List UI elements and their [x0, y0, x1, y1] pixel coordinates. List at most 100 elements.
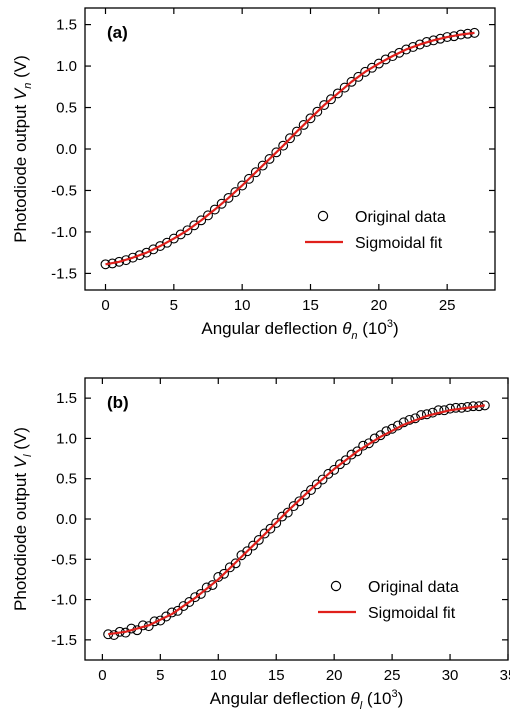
data-point — [326, 94, 336, 105]
data-point — [271, 518, 282, 528]
data-point — [291, 126, 302, 137]
data-point — [298, 119, 309, 130]
y-tick-label: 1.0 — [56, 430, 77, 447]
x-tick-label: 5 — [156, 667, 164, 684]
y-tick-label: -1.5 — [51, 632, 77, 649]
data-point — [257, 160, 268, 171]
data-point — [363, 438, 374, 449]
y-axis-label-unit: (V) — [11, 427, 30, 454]
panel-label: (a) — [107, 23, 128, 42]
y-tick-label: 0.5 — [56, 471, 77, 488]
x-axis-label-superscript: 3 — [392, 688, 398, 700]
data-point — [346, 76, 357, 87]
x-axis-label: Angular deflection θn (103) — [201, 318, 398, 342]
data-point — [339, 82, 350, 93]
x-tick-label: 10 — [234, 297, 251, 314]
y-axis-label-text: Photodiode output — [11, 468, 30, 611]
data-point — [253, 534, 264, 545]
x-tick-label: 30 — [442, 667, 459, 684]
data-point — [209, 204, 220, 215]
data-point — [248, 540, 258, 551]
x-axis-label-unit-close: ) — [393, 319, 399, 338]
data-point — [216, 198, 227, 209]
data-point — [288, 501, 299, 512]
data-point — [265, 523, 276, 534]
x-axis-label-unit: (10 — [358, 319, 387, 338]
x-axis-label-subscript: l — [360, 700, 363, 712]
x-tick-label: 25 — [439, 297, 456, 314]
data-point — [305, 113, 316, 124]
data-point — [196, 215, 207, 226]
data-point — [264, 154, 275, 164]
data-point — [189, 220, 200, 231]
x-axis-label-text: Angular deflection — [201, 319, 342, 338]
chart-panel-b: 0 5 10 15 20 25 30 35 -1.5 -1.0 -0.5 0.0 0.5 1.0 1.5 (b… — [11, 377, 510, 712]
x-axis-label-text: Angular deflection — [210, 689, 351, 708]
x-axis-label-unit: (10 — [362, 689, 391, 708]
x-tick-label: 10 — [210, 667, 227, 684]
fit-line-sigmoidal — [108, 404, 485, 636]
data-point — [223, 192, 234, 203]
data-point — [207, 580, 218, 591]
data-point — [250, 167, 261, 178]
data-point — [190, 592, 201, 603]
legend-marker-open-circle — [317, 210, 329, 222]
legend: Original data Sigmoidal fit — [305, 209, 446, 252]
data-point — [346, 449, 357, 460]
data-point — [319, 100, 330, 110]
data-point — [416, 410, 427, 421]
data-point — [285, 133, 295, 144]
data-point — [203, 210, 213, 221]
data-point — [134, 250, 145, 261]
data-point — [353, 71, 364, 82]
y-axis-label-text: Photodiode output — [11, 100, 30, 243]
y-tick-label: -0.5 — [51, 182, 77, 199]
x-tick-label: 35 — [500, 667, 510, 684]
y-axis-label-symbol: V — [11, 87, 30, 100]
data-point — [230, 187, 241, 198]
x-axis-label-symbol: θ — [342, 319, 352, 338]
legend: Original data Sigmoidal fit — [318, 579, 459, 622]
y-axis-label-symbol: V — [11, 455, 30, 468]
x-tick-label: 20 — [326, 667, 343, 684]
x-tick-label: 5 — [170, 297, 178, 314]
data-point — [195, 588, 206, 599]
scatter-series-original-data — [103, 400, 490, 640]
data-point — [401, 44, 412, 55]
data-point — [244, 173, 254, 184]
y-tick-label: 1.0 — [56, 58, 77, 75]
data-point — [300, 489, 311, 500]
data-point — [127, 252, 138, 263]
x-axis-label-symbol: θ — [351, 689, 361, 708]
data-point — [312, 106, 323, 117]
x-axis-label-superscript: 3 — [387, 318, 393, 330]
data-point — [311, 479, 322, 490]
data-point — [271, 147, 282, 158]
data-point — [408, 42, 418, 52]
x-tick-label: 15 — [268, 667, 285, 684]
data-point — [282, 507, 293, 518]
data-point — [340, 455, 351, 466]
data-point — [414, 39, 425, 50]
data-point — [329, 464, 340, 475]
legend-label: Sigmoidal fit — [368, 605, 456, 622]
data-point — [184, 597, 195, 607]
y-axis-label: Photodiode output Vn (V) — [11, 55, 34, 243]
data-point — [230, 558, 241, 569]
y-axis-label-subscript: l — [22, 454, 34, 457]
legend-marker-open-circle — [330, 580, 342, 592]
data-point — [294, 496, 305, 507]
legend-label: Sigmoidal fit — [355, 235, 443, 252]
x-tick-label: 15 — [302, 297, 319, 314]
data-point — [172, 605, 183, 616]
data-point — [166, 607, 177, 618]
y-axis-label-unit: (V) — [11, 55, 30, 82]
x-tick-label: 25 — [384, 667, 401, 684]
legend-label: Original data — [355, 209, 446, 226]
data-point — [332, 88, 343, 99]
scatter-series-original-data — [100, 27, 480, 270]
legend-label: Original data — [368, 579, 459, 596]
x-axis-label-unit-close: ) — [398, 689, 404, 708]
y-tick-label: 0.0 — [56, 511, 77, 528]
y-tick-label: -1.5 — [51, 265, 77, 282]
